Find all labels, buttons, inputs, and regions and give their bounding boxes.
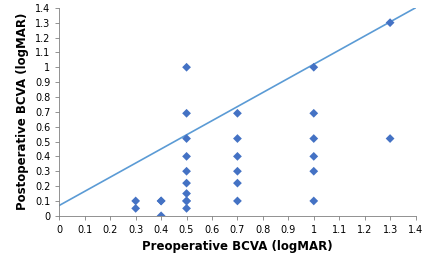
X-axis label: Preoperative BCVA (logMAR): Preoperative BCVA (logMAR) [142, 240, 333, 253]
Point [158, 199, 165, 203]
Point [158, 199, 165, 203]
Point [234, 181, 241, 185]
Y-axis label: Postoperative BCVA (logMAR): Postoperative BCVA (logMAR) [17, 13, 29, 211]
Point [183, 169, 190, 173]
Point [183, 199, 190, 203]
Point [310, 65, 317, 69]
Point [234, 199, 241, 203]
Point [183, 199, 190, 203]
Point [234, 111, 241, 115]
Point [183, 136, 190, 141]
Point [310, 154, 317, 158]
Point [310, 199, 317, 203]
Point [387, 21, 393, 25]
Point [183, 154, 190, 158]
Point [158, 214, 165, 218]
Point [183, 191, 190, 196]
Point [183, 111, 190, 115]
Point [310, 136, 317, 141]
Point [234, 136, 241, 141]
Point [234, 169, 241, 173]
Point [387, 136, 393, 141]
Point [234, 154, 241, 158]
Point [183, 181, 190, 185]
Point [132, 199, 139, 203]
Point [183, 65, 190, 69]
Point [310, 169, 317, 173]
Point [310, 111, 317, 115]
Point [183, 206, 190, 210]
Point [132, 206, 139, 210]
